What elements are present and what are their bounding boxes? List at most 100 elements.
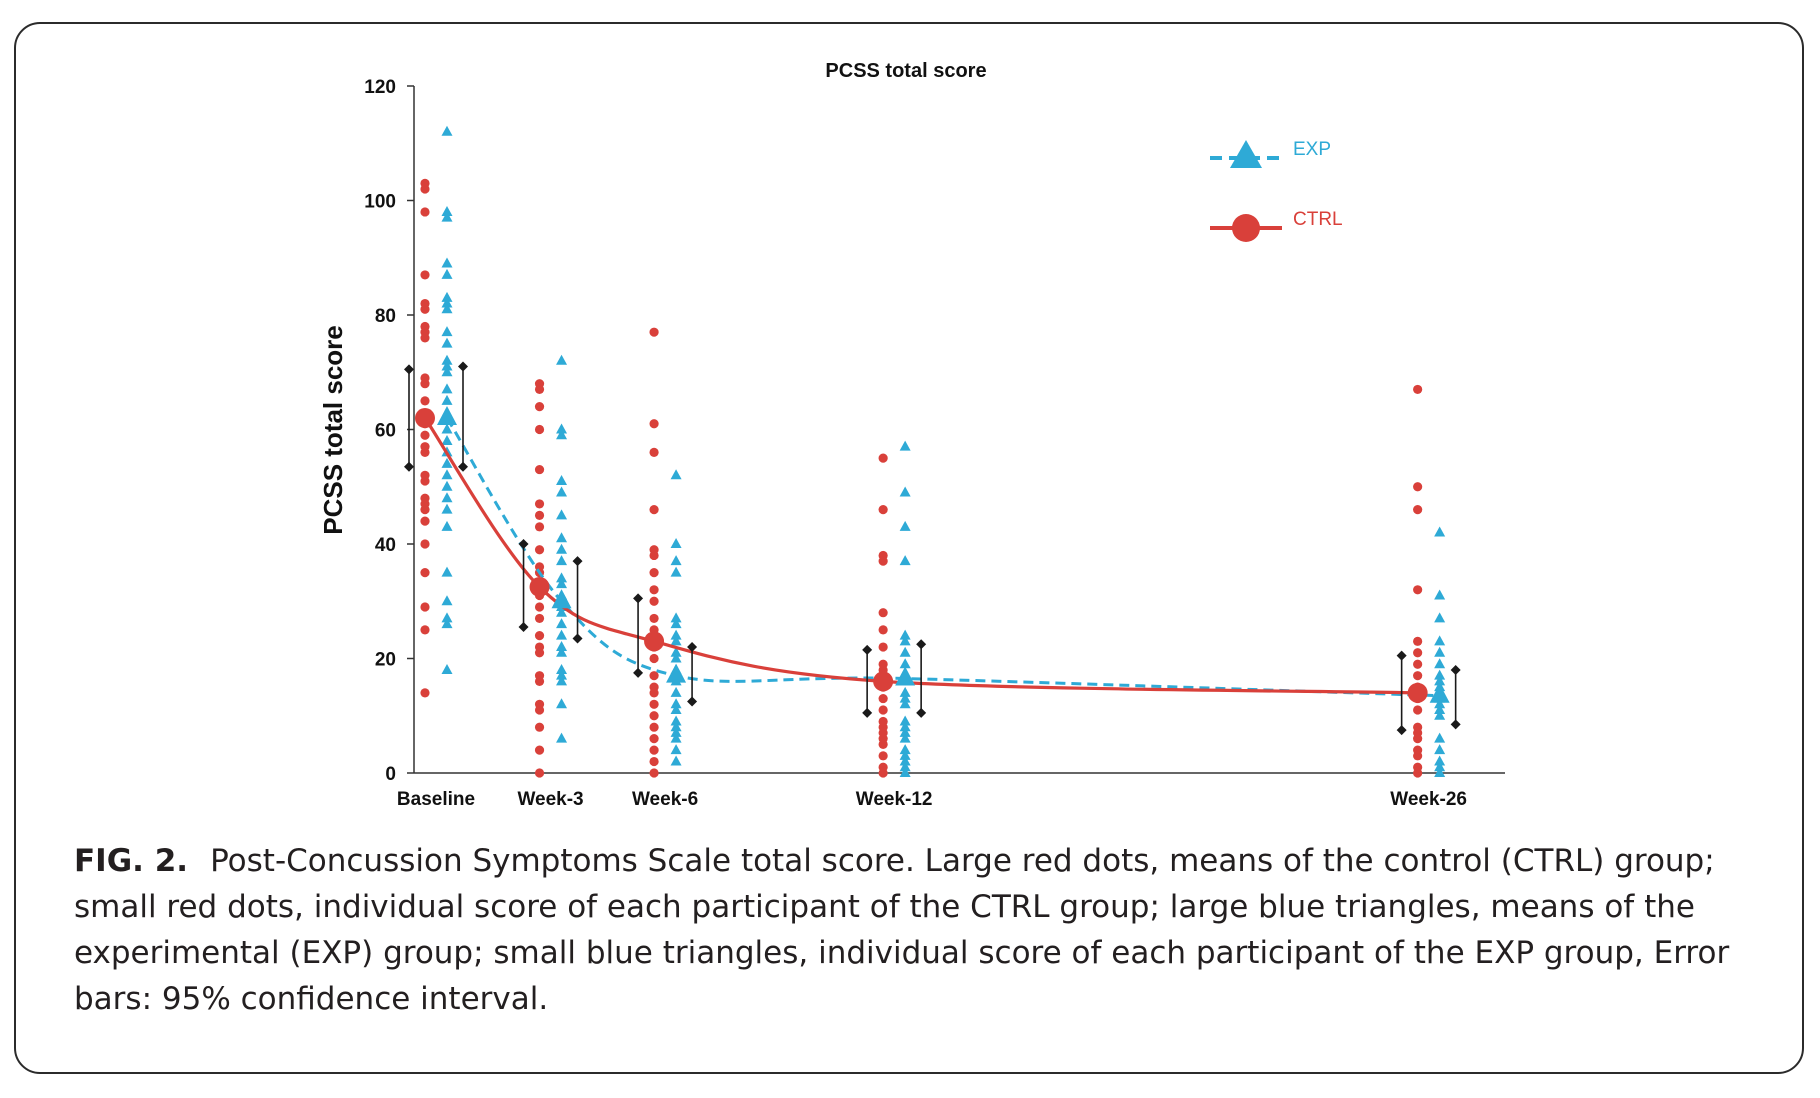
- legend-ctrl-label: CTRL: [1293, 209, 1343, 230]
- exp-individual-point: [441, 618, 453, 629]
- ctrl-individual-point: [1413, 734, 1423, 744]
- exp-individual-point: [670, 755, 682, 766]
- x-tick-label: Week-12: [856, 789, 933, 810]
- ctrl-error-bar-cap: [404, 461, 414, 472]
- exp-individual-point: [670, 652, 682, 663]
- ctrl-individual-point: [534, 613, 545, 624]
- exp-individual-point: [670, 618, 682, 629]
- x-tick-label: Week-26: [1390, 789, 1467, 810]
- exp-individual-point: [441, 383, 453, 394]
- ctrl-individual-point: [534, 602, 545, 612]
- legend: EXP CTRL: [1210, 139, 1343, 242]
- ctrl-mean-line: [423, 417, 1418, 695]
- legend-item-ctrl: CTRL: [1210, 209, 1343, 242]
- ctrl-individual-point: [534, 522, 545, 532]
- y-tick-label: 20: [375, 650, 396, 671]
- exp-individual-point: [670, 744, 682, 755]
- exp-individual-point: [556, 698, 568, 709]
- exp-individual-point: [441, 423, 453, 434]
- ctrl-individual-point: [420, 184, 430, 194]
- exp-individual-point: [899, 555, 911, 566]
- exp-mean-marker: [437, 406, 457, 426]
- y-tick-label: 80: [375, 306, 396, 327]
- ctrl-individual-point: [1413, 671, 1423, 681]
- exp-individual-point: [556, 423, 568, 434]
- ctrl-individual-point: [534, 545, 545, 555]
- exp-individual-point: [441, 434, 453, 445]
- exp-individual-point: [441, 612, 453, 623]
- ctrl-error-bar-cap: [1396, 650, 1407, 661]
- exp-individual-point: [670, 566, 682, 577]
- exp-individual-point: [670, 646, 682, 657]
- exp-individual-point: [670, 721, 682, 732]
- ctrl-individual-point: [649, 671, 659, 681]
- legend-ctrl-circle: [1232, 214, 1260, 242]
- ctrl-individual-point: [878, 642, 888, 652]
- exp-individual-point: [899, 744, 911, 755]
- ctrl-individual-point: [1413, 751, 1423, 761]
- exp-individual-point: [899, 686, 911, 697]
- ctrl-mean-marker: [415, 408, 435, 429]
- exp-mean-marker: [895, 666, 916, 686]
- exp-individual-point: [556, 429, 568, 440]
- exp-individual-point: [556, 618, 568, 629]
- exp-individual-point: [899, 698, 911, 709]
- exp-individual-point: [899, 721, 911, 732]
- ctrl-individual-point: [649, 768, 659, 778]
- exp-individual-point: [670, 704, 682, 715]
- ctrl-error-bar-cap: [518, 539, 529, 549]
- exp-mean-marker: [551, 589, 572, 609]
- exp-error-bar-cap: [1450, 719, 1461, 730]
- ctrl-individual-point: [878, 705, 888, 715]
- exp-individual-point: [899, 646, 911, 657]
- ctrl-individual-point: [1413, 482, 1423, 492]
- exp-individual-point: [441, 457, 453, 468]
- exp-individual-point: [556, 509, 568, 520]
- ctrl-individual-point: [420, 270, 430, 280]
- ctrl-individual-point: [534, 768, 545, 778]
- ctrl-individual-point: [649, 734, 659, 744]
- ctrl-error-bar-cap: [862, 707, 873, 718]
- y-tick-label: 100: [364, 192, 396, 213]
- ctrl-individual-point: [649, 722, 659, 732]
- ctrl-individual-point: [878, 505, 888, 515]
- exp-individual-point: [899, 635, 911, 646]
- ctrl-individual-point: [649, 419, 659, 429]
- exp-individual-point: [556, 486, 568, 497]
- exp-individual-point: [899, 715, 911, 726]
- y-tick-label: 40: [375, 535, 396, 556]
- ctrl-individual-point: [420, 539, 430, 549]
- ctrl-individual-point: [534, 745, 545, 755]
- exp-individual-point: [556, 732, 568, 743]
- x-tick-label: Baseline: [397, 789, 475, 810]
- ctrl-individual-point: [420, 447, 430, 457]
- exp-individual-point: [899, 761, 911, 772]
- ctrl-individual-point: [1413, 384, 1423, 395]
- ctrl-individual-point: [878, 768, 888, 778]
- exp-individual-point: [556, 543, 568, 554]
- exp-individual-point: [1434, 761, 1446, 772]
- exp-individual-point: [441, 480, 453, 491]
- ctrl-individual-point: [649, 756, 659, 767]
- exp-individual-point: [670, 629, 682, 640]
- ctrl-mean-marker: [529, 576, 550, 597]
- caption-text: Post-Concussion Symptoms Scale total sco…: [74, 843, 1730, 1017]
- ctrl-individual-point: [649, 327, 659, 337]
- exp-error-bar-cap: [916, 639, 927, 650]
- exp-error-bar-cap: [572, 633, 583, 644]
- ctrl-error-bar-cap: [862, 644, 873, 655]
- exp-individual-point: [1434, 635, 1446, 646]
- exp-individual-point: [899, 486, 911, 497]
- ctrl-individual-point: [878, 693, 888, 704]
- ctrl-individual-point: [649, 745, 659, 755]
- mean-lines: [423, 417, 1440, 698]
- exp-individual-point: [441, 492, 453, 503]
- exp-individual-point: [441, 595, 453, 606]
- ctrl-individual-point: [420, 505, 430, 515]
- exp-individual-point: [441, 326, 453, 337]
- ctrl-error-bar-cap: [518, 622, 529, 633]
- ctrl-individual-point: [420, 516, 430, 526]
- figure-frame: [14, 22, 1804, 1074]
- ctrl-individual-point: [649, 711, 659, 721]
- exp-individual-point: [1434, 589, 1446, 600]
